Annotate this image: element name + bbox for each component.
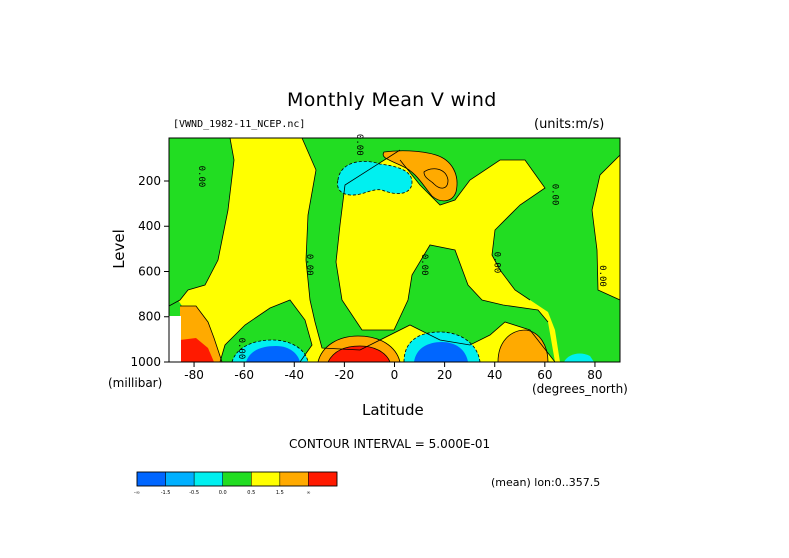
- contour-positive-pole: [180, 305, 223, 362]
- contour-negative-equator: [403, 331, 481, 362]
- contour-zero-line-sw: [219, 299, 313, 362]
- legend-tick-label: 0.5: [247, 490, 255, 496]
- red-region-south: [328, 346, 390, 362]
- legend-swatch: [193, 471, 223, 487]
- legend-swatch: [136, 471, 166, 487]
- legend-swatch: [222, 471, 252, 487]
- contour-positive-south: [317, 335, 401, 362]
- contour-label: 0.00: [419, 254, 429, 276]
- legend-swatch: [308, 471, 338, 487]
- contour-positive-right: [497, 329, 549, 362]
- green-region-mid: [302, 138, 555, 362]
- file-label: [VWND_1982-11_NCEP.nc]: [173, 119, 306, 130]
- legend-tick-label: ∞: [306, 490, 310, 496]
- legend-tick-label: -∞: [134, 490, 140, 496]
- x-axis-title: Latitude: [362, 401, 424, 419]
- x-tick-label: -80: [184, 368, 204, 382]
- x-axis: -80 -60 -40 -20 0 20 40 60 80: [184, 362, 603, 382]
- contour-negative-south: [231, 339, 309, 362]
- contour-positive-upper: [382, 150, 458, 202]
- x-axis-unit-label: (degrees_north): [532, 382, 628, 396]
- contour-label: 0.00: [196, 166, 206, 188]
- contour-zero-line-right: [591, 154, 620, 301]
- missing-data-corner: [169, 316, 181, 362]
- units-label: (units:m/s): [534, 117, 605, 132]
- red-region-pole: [180, 338, 214, 362]
- contour-zero-line-upper: [399, 159, 546, 301]
- y-tick-label: 200: [138, 174, 161, 188]
- contour-label: 0.00: [304, 254, 314, 276]
- y-tick-label: 600: [138, 264, 161, 278]
- x-tick-label: -20: [335, 368, 355, 382]
- legend-tick-label: 0.0: [219, 490, 227, 496]
- legend-swatch: [251, 471, 281, 487]
- contour-zero-line-nw: [169, 138, 235, 307]
- contour-zero-line-mid-2: [335, 149, 549, 331]
- contour-zero-line-mid: [301, 138, 556, 362]
- x-tick-label: 0: [391, 368, 399, 382]
- blue-region-south: [246, 346, 300, 362]
- legend-tick-label: 1.5: [276, 490, 284, 496]
- legend-tick-label: -0.5: [189, 490, 199, 496]
- contour-label: 0.00: [354, 134, 364, 156]
- cyan-region-upper: [337, 161, 412, 196]
- y-axis-unit-label: (millibar): [108, 376, 163, 390]
- contour-negative-upper: [337, 161, 413, 196]
- y-tick-label: 800: [138, 310, 161, 324]
- green-region-nw: [169, 138, 234, 306]
- cyan-region-right: [564, 353, 594, 362]
- contour-labels: 0.00 0.00 0.00 0.00 0.00 0.00 0.00 0.00: [196, 134, 607, 359]
- legend-swatch: [279, 471, 309, 487]
- chart-title: Monthly Mean V wind: [287, 89, 497, 111]
- legend-swatch: [165, 471, 195, 487]
- y-axis: 200 400 600 800 1000: [130, 174, 169, 369]
- orange-region-upper: [383, 150, 458, 201]
- x-tick-label: -60: [234, 368, 254, 382]
- contour-label: 0.00: [492, 252, 502, 274]
- contour-positive-south-inner: [327, 345, 391, 362]
- mean-lon-text: (mean) lon:0..357.5: [491, 476, 601, 489]
- y-tick-label: 400: [138, 219, 161, 233]
- color-legend: -∞ -1.5 -0.5 0.0 0.5 1.5 ∞: [134, 471, 338, 496]
- contour-label: 0.00: [549, 184, 559, 206]
- x-tick-label: 40: [487, 368, 502, 382]
- contour-label: 0.00: [236, 338, 246, 360]
- contour-interval-text: CONTOUR INTERVAL = 5.000E-01: [289, 437, 491, 451]
- x-tick-label: 80: [587, 368, 602, 382]
- x-tick-label: 60: [537, 368, 552, 382]
- contour-positive-upper-inner: [423, 168, 449, 189]
- x-tick-label: -40: [284, 368, 304, 382]
- blue-region-equator: [414, 342, 468, 362]
- contour-lines: [169, 138, 620, 362]
- y-tick-label: 1000: [130, 355, 161, 369]
- x-tick-label: 20: [437, 368, 452, 382]
- legend-tick-label: -1.5: [161, 490, 171, 496]
- orange-region-right: [498, 330, 548, 362]
- contour-label: 0.00: [597, 265, 607, 287]
- y-axis-title: Level: [109, 229, 128, 269]
- legend-frame: [136, 471, 338, 487]
